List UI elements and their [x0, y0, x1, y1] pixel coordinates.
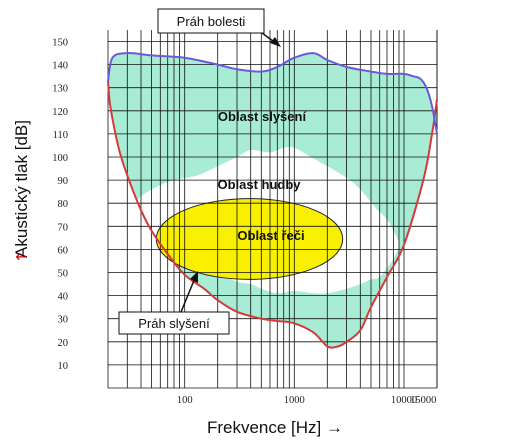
- y-tick-label: 30: [58, 315, 69, 326]
- x-tick-label: 10000: [391, 395, 417, 406]
- x-tick-label: 100: [177, 395, 193, 406]
- y-tick-label: 90: [58, 176, 69, 187]
- y-tick-labels: 10 20 30 40 50 60 70 80 90 100 110 120 130 140 150: [52, 38, 68, 372]
- arrowhead-icon: [270, 37, 281, 47]
- pain-threshold-line: [107, 52, 438, 135]
- y-tick-label: 70: [58, 222, 69, 233]
- hearing-threshold-line: [107, 80, 438, 349]
- y-tick-label: 10: [58, 361, 69, 372]
- y-tick-label: 150: [52, 38, 68, 49]
- threshold-lines: [107, 52, 438, 349]
- callout-label: Práh slyšení: [138, 316, 210, 331]
- arrowhead-icon: [190, 271, 198, 283]
- y-tick-label: 60: [58, 245, 69, 256]
- y-tick-label: 100: [52, 153, 68, 164]
- y-axis-title: Akustický tlak [dB]: [12, 120, 31, 258]
- callout-pain-threshold: Práh bolesti: [157, 8, 281, 47]
- callout-label: Práh bolesti: [177, 14, 246, 29]
- region-label-music: Oblast hudby: [217, 177, 301, 192]
- region-label-speech: Oblast řeči: [237, 228, 304, 243]
- y-tick-label: 110: [53, 130, 68, 141]
- x-tick-label: 1000: [284, 395, 305, 406]
- y-tick-label: 20: [58, 338, 69, 349]
- x-tick-label: 15000: [410, 395, 436, 406]
- x-axis-title: Frekvence [Hz] →: [207, 418, 343, 437]
- y-tick-label: 40: [58, 292, 69, 303]
- region-label-hearing: Oblast slyšení: [218, 109, 307, 124]
- callout-arrow-line: [180, 277, 196, 313]
- y-axis-arrow: ↑: [13, 251, 31, 264]
- callout-box: [118, 311, 230, 335]
- callout-box: [157, 8, 265, 34]
- y-tick-label: 50: [58, 269, 69, 280]
- callout-hearing-threshold: Práh slyšení: [118, 271, 230, 335]
- y-tick-label: 130: [52, 84, 68, 95]
- y-tick-label: 140: [52, 61, 68, 72]
- plot-fills: [107, 53, 438, 348]
- y-tick-label: 120: [52, 107, 68, 118]
- y-tick-label: 80: [58, 199, 69, 210]
